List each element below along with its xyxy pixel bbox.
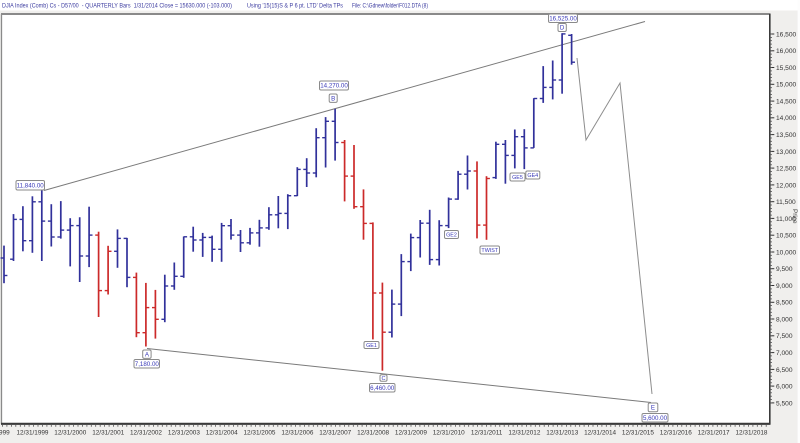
svg-text:6,000: 6,000 bbox=[776, 384, 793, 391]
svg-text:6,500: 6,500 bbox=[776, 367, 793, 374]
svg-text:File: C:\Gdnew\folder\F012.DTA: File: C:\Gdnew\folder\F012.DTA (8) bbox=[352, 3, 428, 10]
svg-text:7,180.00: 7,180.00 bbox=[135, 361, 160, 368]
svg-text:9,500: 9,500 bbox=[776, 266, 793, 273]
svg-text:12/31/2017: 12/31/2017 bbox=[698, 430, 730, 437]
svg-text:12/31/2012: 12/31/2012 bbox=[508, 430, 540, 437]
svg-text:Using '15(15)S & P 6 pt. LTD': Using '15(15)S & P 6 pt. LTD' Delta TPs bbox=[247, 3, 344, 10]
svg-text:3/31/1999: 3/31/1999 bbox=[0, 430, 10, 437]
svg-text:B: B bbox=[331, 95, 335, 102]
svg-text:C: C bbox=[381, 376, 385, 382]
svg-text:12/31/2015: 12/31/2015 bbox=[622, 430, 654, 437]
svg-text:GE4: GE4 bbox=[527, 173, 538, 179]
svg-text:12/31/2011: 12/31/2011 bbox=[471, 430, 503, 437]
svg-text:13,000: 13,000 bbox=[776, 149, 797, 156]
svg-text:12/31/2003: 12/31/2003 bbox=[168, 430, 200, 437]
svg-text:14,000: 14,000 bbox=[776, 115, 797, 122]
svg-text:TWIST: TWIST bbox=[481, 248, 498, 254]
svg-text:12/31/2005: 12/31/2005 bbox=[244, 430, 276, 437]
svg-text:16,500: 16,500 bbox=[776, 31, 797, 38]
svg-text:6,460.00: 6,460.00 bbox=[370, 385, 395, 392]
svg-text:12/31/2018: 12/31/2018 bbox=[736, 430, 768, 437]
svg-text:5,600.00: 5,600.00 bbox=[643, 415, 668, 422]
svg-text:12/31/2014: 12/31/2014 bbox=[584, 430, 616, 437]
svg-text:16,525.00: 16,525.00 bbox=[549, 15, 577, 22]
svg-text:12/31/2007: 12/31/2007 bbox=[319, 430, 351, 437]
svg-text:GE2: GE2 bbox=[446, 233, 457, 239]
svg-text:12/31/2016: 12/31/2016 bbox=[660, 430, 692, 437]
svg-text:12/31/2000: 12/31/2000 bbox=[54, 430, 86, 437]
svg-text:Price: Price bbox=[791, 209, 798, 224]
svg-text:12/31/2006: 12/31/2006 bbox=[281, 430, 313, 437]
svg-text:10,000: 10,000 bbox=[776, 249, 797, 256]
svg-text:16,000: 16,000 bbox=[776, 48, 797, 55]
svg-text:11,000: 11,000 bbox=[776, 216, 796, 223]
svg-text:GE1: GE1 bbox=[366, 343, 377, 349]
svg-text:12/31/2002: 12/31/2002 bbox=[130, 430, 162, 437]
svg-text:5,500: 5,500 bbox=[776, 400, 793, 407]
svg-text:14,270.00: 14,270.00 bbox=[320, 83, 348, 90]
svg-text:E: E bbox=[651, 405, 655, 412]
svg-text:GE5: GE5 bbox=[512, 175, 523, 181]
svg-text:8,000: 8,000 bbox=[776, 316, 793, 323]
svg-text:11,840.00: 11,840.00 bbox=[17, 182, 45, 189]
svg-text:12/31/2010: 12/31/2010 bbox=[433, 430, 465, 437]
svg-text:12/31/1999: 12/31/1999 bbox=[17, 430, 49, 437]
svg-text:7,000: 7,000 bbox=[776, 350, 793, 357]
svg-text:15,500: 15,500 bbox=[776, 65, 797, 72]
svg-text:13,500: 13,500 bbox=[776, 132, 797, 139]
svg-text:12/31/2008: 12/31/2008 bbox=[357, 430, 389, 437]
svg-text:12/31/2013: 12/31/2013 bbox=[546, 430, 578, 437]
svg-text:9,000: 9,000 bbox=[776, 283, 793, 290]
svg-text:8,500: 8,500 bbox=[776, 300, 793, 307]
svg-text:A: A bbox=[145, 351, 150, 358]
svg-text:12/31/2004: 12/31/2004 bbox=[206, 430, 238, 437]
svg-text:12,000: 12,000 bbox=[776, 182, 797, 189]
svg-text:15,000: 15,000 bbox=[776, 82, 797, 89]
svg-text:12/31/2009: 12/31/2009 bbox=[395, 430, 427, 437]
svg-text:7,500: 7,500 bbox=[776, 333, 793, 340]
svg-text:D: D bbox=[560, 25, 565, 32]
svg-text:12,500: 12,500 bbox=[776, 166, 797, 173]
svg-text:12/31/2001: 12/31/2001 bbox=[92, 430, 124, 437]
svg-text:10,500: 10,500 bbox=[776, 233, 797, 240]
svg-text:11,500: 11,500 bbox=[776, 199, 796, 206]
svg-text:DJIA Index (Comb) Cs - D57/00: DJIA Index (Comb) Cs - D57/00 - QUARTERL… bbox=[2, 3, 232, 10]
svg-text:14,500: 14,500 bbox=[776, 99, 797, 106]
